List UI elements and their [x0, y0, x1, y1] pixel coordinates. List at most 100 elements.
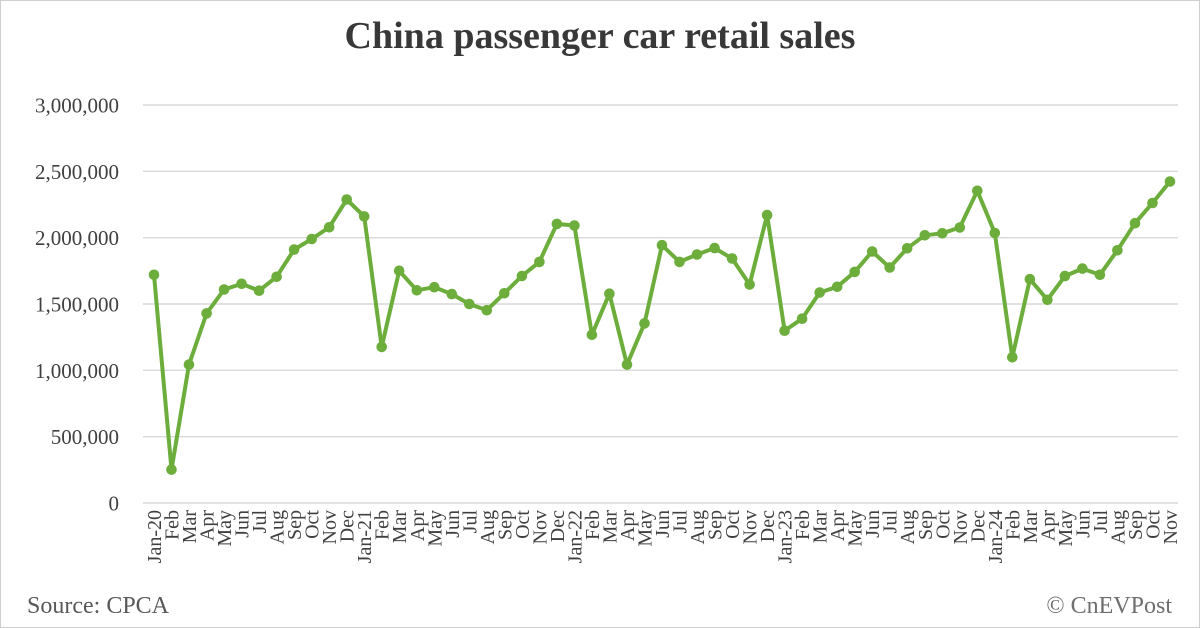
y-tick-label: 3,000,000	[35, 94, 119, 118]
x-tick-label: Dec	[967, 510, 989, 542]
data-point	[218, 284, 230, 295]
x-tick-label: Feb	[162, 510, 184, 540]
y-tick-label: 500,000	[51, 425, 119, 449]
data-point	[499, 288, 510, 299]
x-tick-label: Feb	[582, 510, 604, 540]
data-point	[569, 220, 580, 231]
x-tick-label: Jun	[862, 510, 884, 538]
data-point	[901, 243, 913, 254]
x-tick-label: Mar	[179, 510, 201, 544]
data-point	[937, 228, 948, 239]
x-tick-label: Mar	[389, 510, 411, 544]
x-tick-label: Jan-20	[144, 510, 166, 563]
data-point	[1094, 269, 1106, 281]
data-point	[236, 278, 247, 290]
data-point	[604, 288, 615, 300]
x-tick-label: Oct	[932, 510, 954, 539]
y-tick-label: 2,500,000	[35, 160, 119, 184]
data-point	[954, 222, 966, 233]
data-point	[674, 256, 685, 268]
data-point	[446, 288, 458, 300]
x-tick-label: Dec	[337, 510, 359, 542]
data-point	[481, 304, 493, 316]
x-tick-label: Jan-23	[775, 510, 797, 563]
data-point	[201, 308, 212, 319]
x-tick-label: Oct	[1142, 510, 1164, 539]
data-point	[358, 211, 370, 222]
x-tick-label: May	[845, 510, 867, 547]
x-tick-label: Jun	[232, 510, 254, 538]
data-point	[288, 244, 300, 255]
x-tick-label: Apr	[197, 510, 219, 541]
data-point	[1007, 352, 1018, 363]
data-point	[972, 185, 983, 197]
data-point	[551, 218, 563, 230]
data-point	[1147, 197, 1158, 209]
data-point	[709, 242, 720, 254]
data-point	[691, 249, 703, 260]
x-tick-label: Apr	[1037, 510, 1059, 541]
data-point	[814, 287, 825, 298]
data-point	[411, 285, 423, 296]
x-tick-label: Sep	[1125, 510, 1147, 540]
data-point	[779, 325, 790, 337]
x-tick-label: Feb	[792, 510, 814, 540]
x-tick-label: Apr	[827, 510, 849, 541]
x-tick-label: Jul	[880, 510, 902, 534]
data-point	[393, 265, 405, 277]
data-point	[1042, 294, 1053, 306]
x-tick-label: Jun	[1072, 510, 1094, 538]
data-point	[1024, 273, 1036, 285]
x-tick-label: Feb	[1002, 510, 1024, 540]
x-tick-label: Aug	[687, 510, 709, 544]
x-tick-label: Dec	[757, 510, 779, 542]
y-tick-label: 2,000,000	[35, 226, 119, 250]
data-point	[1077, 263, 1088, 274]
x-tick-label: Oct	[512, 510, 534, 539]
x-tick-label: Nov	[529, 510, 551, 544]
data-point	[166, 464, 177, 475]
data-point	[831, 281, 843, 293]
x-tick-label: Feb	[372, 510, 394, 540]
data-point	[516, 270, 528, 282]
data-point	[306, 233, 318, 245]
y-tick-label: 1,000,000	[35, 359, 119, 383]
x-tick-label: Aug	[1107, 510, 1129, 544]
data-point	[639, 318, 650, 329]
x-tick-label: Jan-22	[564, 510, 586, 563]
data-point	[726, 253, 738, 264]
x-tick-label: Jun	[442, 510, 464, 538]
y-tick-label: 0	[109, 492, 120, 516]
x-tick-label: Nov	[1160, 510, 1182, 544]
data-point	[429, 281, 440, 293]
data-point	[253, 285, 265, 297]
data-point	[761, 209, 773, 221]
x-tick-label: Jan-24	[985, 510, 1007, 563]
x-tick-label: Oct	[722, 510, 744, 539]
x-tick-label: May	[634, 510, 656, 547]
x-tick-label: Jun	[652, 510, 674, 538]
copyright-label: © CnEVPost	[1046, 593, 1172, 619]
x-tick-label: Mar	[599, 510, 621, 544]
data-point	[866, 246, 878, 257]
data-point	[989, 227, 1001, 239]
data-point	[1059, 270, 1071, 282]
data-point	[884, 262, 895, 273]
data-point	[464, 298, 475, 310]
data-point	[376, 341, 388, 353]
x-tick-label: Aug	[477, 510, 499, 544]
data-point	[744, 279, 755, 290]
x-tick-label: Jul	[1090, 510, 1112, 534]
data-point	[621, 359, 633, 370]
chart-title: China passenger car retail sales	[344, 15, 856, 57]
data-point	[1112, 245, 1123, 256]
x-tick-label: Nov	[319, 510, 341, 544]
x-tick-label: Jan-21	[354, 510, 376, 563]
x-tick-label: Jul	[249, 510, 271, 534]
x-tick-label: Jul	[459, 510, 481, 534]
x-tick-label: Nov	[950, 510, 972, 544]
data-point	[919, 230, 931, 241]
x-tick-label: Dec	[547, 510, 569, 542]
